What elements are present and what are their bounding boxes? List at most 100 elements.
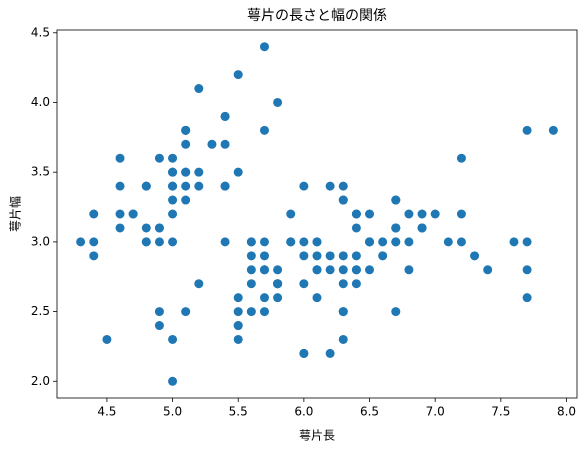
point bbox=[522, 125, 532, 135]
point bbox=[404, 237, 414, 247]
point bbox=[141, 181, 151, 191]
y-tick-label: 4.5 bbox=[31, 25, 50, 39]
point bbox=[154, 153, 164, 163]
point bbox=[154, 321, 164, 331]
point bbox=[273, 265, 283, 275]
point bbox=[220, 139, 230, 149]
point bbox=[391, 223, 401, 233]
point bbox=[312, 293, 322, 303]
point bbox=[89, 237, 99, 247]
point bbox=[351, 279, 361, 289]
point bbox=[443, 237, 453, 247]
point bbox=[378, 251, 388, 261]
point bbox=[115, 223, 125, 233]
x-tick-label: 6.0 bbox=[294, 405, 313, 419]
point bbox=[168, 237, 178, 247]
point bbox=[233, 334, 243, 344]
point bbox=[299, 181, 309, 191]
point bbox=[351, 265, 361, 275]
x-tick-label: 7.0 bbox=[426, 405, 445, 419]
point bbox=[509, 237, 519, 247]
point bbox=[299, 279, 309, 289]
chart-title: 萼片の長さと幅の関係 bbox=[247, 8, 387, 24]
point bbox=[325, 251, 335, 261]
point bbox=[233, 321, 243, 331]
point bbox=[456, 209, 466, 219]
y-tick-label: 2.5 bbox=[31, 304, 50, 318]
point bbox=[286, 237, 296, 247]
point bbox=[391, 307, 401, 317]
point bbox=[194, 279, 204, 289]
point bbox=[181, 307, 191, 317]
point bbox=[338, 265, 348, 275]
point bbox=[233, 70, 243, 80]
point bbox=[325, 181, 335, 191]
point bbox=[168, 167, 178, 177]
x-tick-label: 7.5 bbox=[491, 405, 510, 419]
point bbox=[312, 251, 322, 261]
point bbox=[338, 334, 348, 344]
x-tick-label: 5.5 bbox=[229, 405, 248, 419]
point bbox=[194, 167, 204, 177]
point bbox=[273, 279, 283, 289]
x-tick-label: 8.0 bbox=[557, 405, 576, 419]
point bbox=[338, 195, 348, 205]
point bbox=[246, 307, 256, 317]
point bbox=[246, 251, 256, 261]
x-tick-label: 4.5 bbox=[97, 405, 116, 419]
point bbox=[430, 209, 440, 219]
point bbox=[194, 84, 204, 94]
point bbox=[220, 111, 230, 121]
point bbox=[365, 209, 375, 219]
point bbox=[299, 348, 309, 358]
point bbox=[115, 153, 125, 163]
point bbox=[259, 42, 269, 52]
point bbox=[89, 209, 99, 219]
point bbox=[259, 307, 269, 317]
point bbox=[233, 167, 243, 177]
point bbox=[338, 307, 348, 317]
y-axis-label: 萼片幅 bbox=[8, 196, 23, 232]
point bbox=[325, 265, 335, 275]
point bbox=[456, 237, 466, 247]
point bbox=[181, 125, 191, 135]
point bbox=[115, 209, 125, 219]
point bbox=[338, 251, 348, 261]
point bbox=[246, 279, 256, 289]
point bbox=[365, 265, 375, 275]
point bbox=[128, 209, 138, 219]
point bbox=[259, 293, 269, 303]
y-tick-label: 3.5 bbox=[31, 165, 50, 179]
point bbox=[220, 181, 230, 191]
point bbox=[220, 237, 230, 247]
point bbox=[181, 167, 191, 177]
point bbox=[246, 237, 256, 247]
point bbox=[483, 265, 493, 275]
point bbox=[168, 195, 178, 205]
point bbox=[76, 237, 86, 247]
point bbox=[194, 181, 204, 191]
point bbox=[378, 237, 388, 247]
point bbox=[351, 209, 361, 219]
point bbox=[417, 223, 427, 233]
point bbox=[168, 334, 178, 344]
point bbox=[286, 209, 296, 219]
point bbox=[299, 251, 309, 261]
point bbox=[168, 153, 178, 163]
point bbox=[404, 265, 414, 275]
point bbox=[181, 139, 191, 149]
point bbox=[259, 265, 269, 275]
point bbox=[233, 293, 243, 303]
x-tick-label: 5.0 bbox=[163, 405, 182, 419]
point bbox=[168, 181, 178, 191]
point bbox=[141, 237, 151, 247]
point bbox=[299, 237, 309, 247]
point bbox=[259, 237, 269, 247]
point bbox=[351, 223, 361, 233]
point bbox=[273, 97, 283, 107]
point bbox=[404, 209, 414, 219]
point bbox=[312, 237, 322, 247]
y-tick-label: 2.0 bbox=[31, 374, 50, 388]
